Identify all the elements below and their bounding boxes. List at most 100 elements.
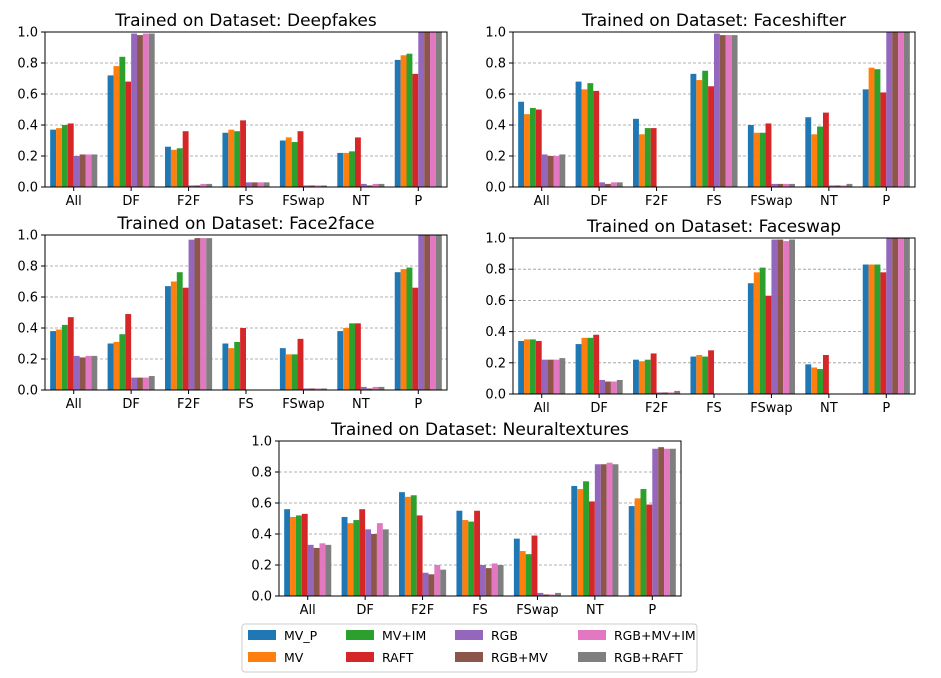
bar-rgb-raft-df <box>148 376 155 390</box>
bar-rgb-mv-fswap <box>543 594 550 596</box>
bar-mv-im-df <box>587 83 594 187</box>
x-tick-label: NT <box>352 397 370 412</box>
bar-mv-p-f2f <box>165 146 171 187</box>
x-tick-label: FSwap <box>282 397 324 412</box>
bar-rgb-raft-p <box>903 238 910 394</box>
bar-rgb-raft-p <box>669 448 676 596</box>
axes-frame <box>278 440 682 597</box>
bar-raft-all <box>535 109 542 187</box>
x-tick-label: DF <box>356 603 374 618</box>
bar-mv-f2f <box>638 134 645 187</box>
x-tick-label: DF <box>590 194 608 209</box>
bar-rgb-raft-fs <box>731 35 738 187</box>
bar-mv-p-nt <box>337 152 344 187</box>
bar-mv-p-nt <box>571 485 578 596</box>
bar-mv-im-df <box>587 337 594 394</box>
chart-panels: Trained on Dataset: Deepfakes 0.0 0.2 0.4 0.… <box>17 11 916 618</box>
bar-mv-im-fswap <box>759 132 766 187</box>
legend-label: RAFT <box>382 650 414 665</box>
bar-rgb-mv-im-nt <box>606 462 613 596</box>
bar-mv-all <box>524 339 530 394</box>
bar-mv-im-df <box>119 56 126 187</box>
bar-mv-nt <box>343 328 350 390</box>
y-tick-label: 0.8 <box>17 260 38 275</box>
bar-rgb-mv-im-fswap <box>783 241 790 394</box>
bar-mv-im-nt <box>817 369 823 394</box>
chart-panel-5: Trained on Dataset: Neuraltextures 0.0 0.2… <box>251 420 682 618</box>
y-tick-label: 0.8 <box>485 263 506 278</box>
bar-rgb-mv-im-df <box>610 182 617 187</box>
bar-rgb-raft-nt <box>378 183 385 187</box>
y-tick-label: 0.8 <box>251 466 272 481</box>
bar-rgb-mv-im-all <box>553 359 560 394</box>
bar-rgb-nt <box>360 183 367 187</box>
bar-rgb-mv-im-all <box>85 154 92 187</box>
bar-mv-p-all <box>284 509 291 596</box>
bar-raft-p <box>880 92 887 187</box>
bar-rgb-mv-nt <box>834 185 841 187</box>
bar-rgb-raft-p <box>903 32 910 187</box>
bar-mv-p <box>400 55 407 187</box>
y-tick-label: 0.8 <box>17 57 38 72</box>
legend-label: RGB+MV+IM <box>614 628 696 643</box>
bar-rgb-raft-f2f <box>440 569 447 596</box>
bar-rgb-mv-df <box>137 377 143 390</box>
bar-rgb-mv-im-fswap <box>549 594 556 596</box>
bar-mv-p-fs <box>222 343 229 390</box>
bar-rgb-mv-im-fswap <box>315 388 322 390</box>
bar-mv-im-nt <box>817 126 823 187</box>
chart-panel-1: Trained on Dataset: Deepfakes 0.0 0.2 0.4 0.… <box>17 11 448 209</box>
bar-rgb-all <box>541 359 548 394</box>
bar-rgb-mv-fswap <box>309 185 316 187</box>
bar-rgb-raft-all <box>559 358 566 394</box>
bar-rgb-mv-im-nt <box>372 183 379 187</box>
legend-label: MV <box>284 650 304 665</box>
y-tick-label: 0.2 <box>17 353 38 368</box>
bar-mv-p <box>868 67 875 187</box>
bar-rgb-mv-fs <box>485 568 492 596</box>
bar-mv-im-f2f <box>410 495 417 596</box>
bar-raft-df <box>593 90 600 187</box>
bar-rgb-raft-fswap <box>789 239 795 394</box>
bar-rgb-nt <box>828 185 835 187</box>
bar-mv-df <box>581 89 588 187</box>
bar-rgb-mv-im-nt <box>372 386 379 390</box>
bar-rgb-raft-f2f <box>674 390 681 394</box>
legend-label: RGB <box>491 628 518 643</box>
bar-mv-p-fswap <box>279 140 286 187</box>
bar-mv-nt <box>577 489 584 596</box>
bar-rgb-mv-im-f2f <box>434 565 441 596</box>
y-tick-label: 0.4 <box>485 325 506 340</box>
bar-mv-p-fswap <box>279 348 286 390</box>
bar-rgb-mv-fs <box>719 35 726 187</box>
chart-panel-4: Trained on Dataset: Faceswap 0.0 0.2 0.4 0.6… <box>485 217 916 416</box>
x-tick-label: F2F <box>177 194 200 209</box>
bar-mv-all <box>56 128 62 187</box>
bar-raft-fs <box>708 350 714 394</box>
x-tick-label: FSwap <box>750 401 792 416</box>
bar-rgb-mv-all <box>547 156 554 187</box>
bar-mv-df <box>113 66 120 187</box>
bar-rgb-mv-fs <box>251 182 258 187</box>
bar-rgb-raft-df <box>616 379 623 394</box>
bar-raft-f2f <box>182 131 189 187</box>
bar-rgb-mv-im-all <box>553 156 560 187</box>
bar-raft-nt <box>588 501 595 596</box>
bar-rgb-p <box>652 448 659 596</box>
bar-rgb-mv-im-fs <box>491 563 498 596</box>
y-tick-label: 0.2 <box>251 559 272 574</box>
bar-mv-im-fs <box>234 341 241 390</box>
bar-mv-im-df <box>353 520 360 596</box>
bar-rgb-p <box>886 32 893 187</box>
bar-rgb-mv-im-df <box>376 523 383 596</box>
bar-rgb-fs <box>246 182 252 187</box>
bar-rgb-fswap <box>771 183 778 187</box>
bar-mv-im-fswap <box>525 554 532 596</box>
bar-raft-p <box>646 504 653 596</box>
bar-rgb-all <box>307 544 314 596</box>
legend-label: MV_P <box>284 628 318 643</box>
bar-rgb-mv-im-p <box>430 32 436 187</box>
bar-raft-fswap <box>297 131 304 187</box>
bar-mv-fs <box>228 348 235 390</box>
bar-rgb-raft-all <box>325 544 332 596</box>
